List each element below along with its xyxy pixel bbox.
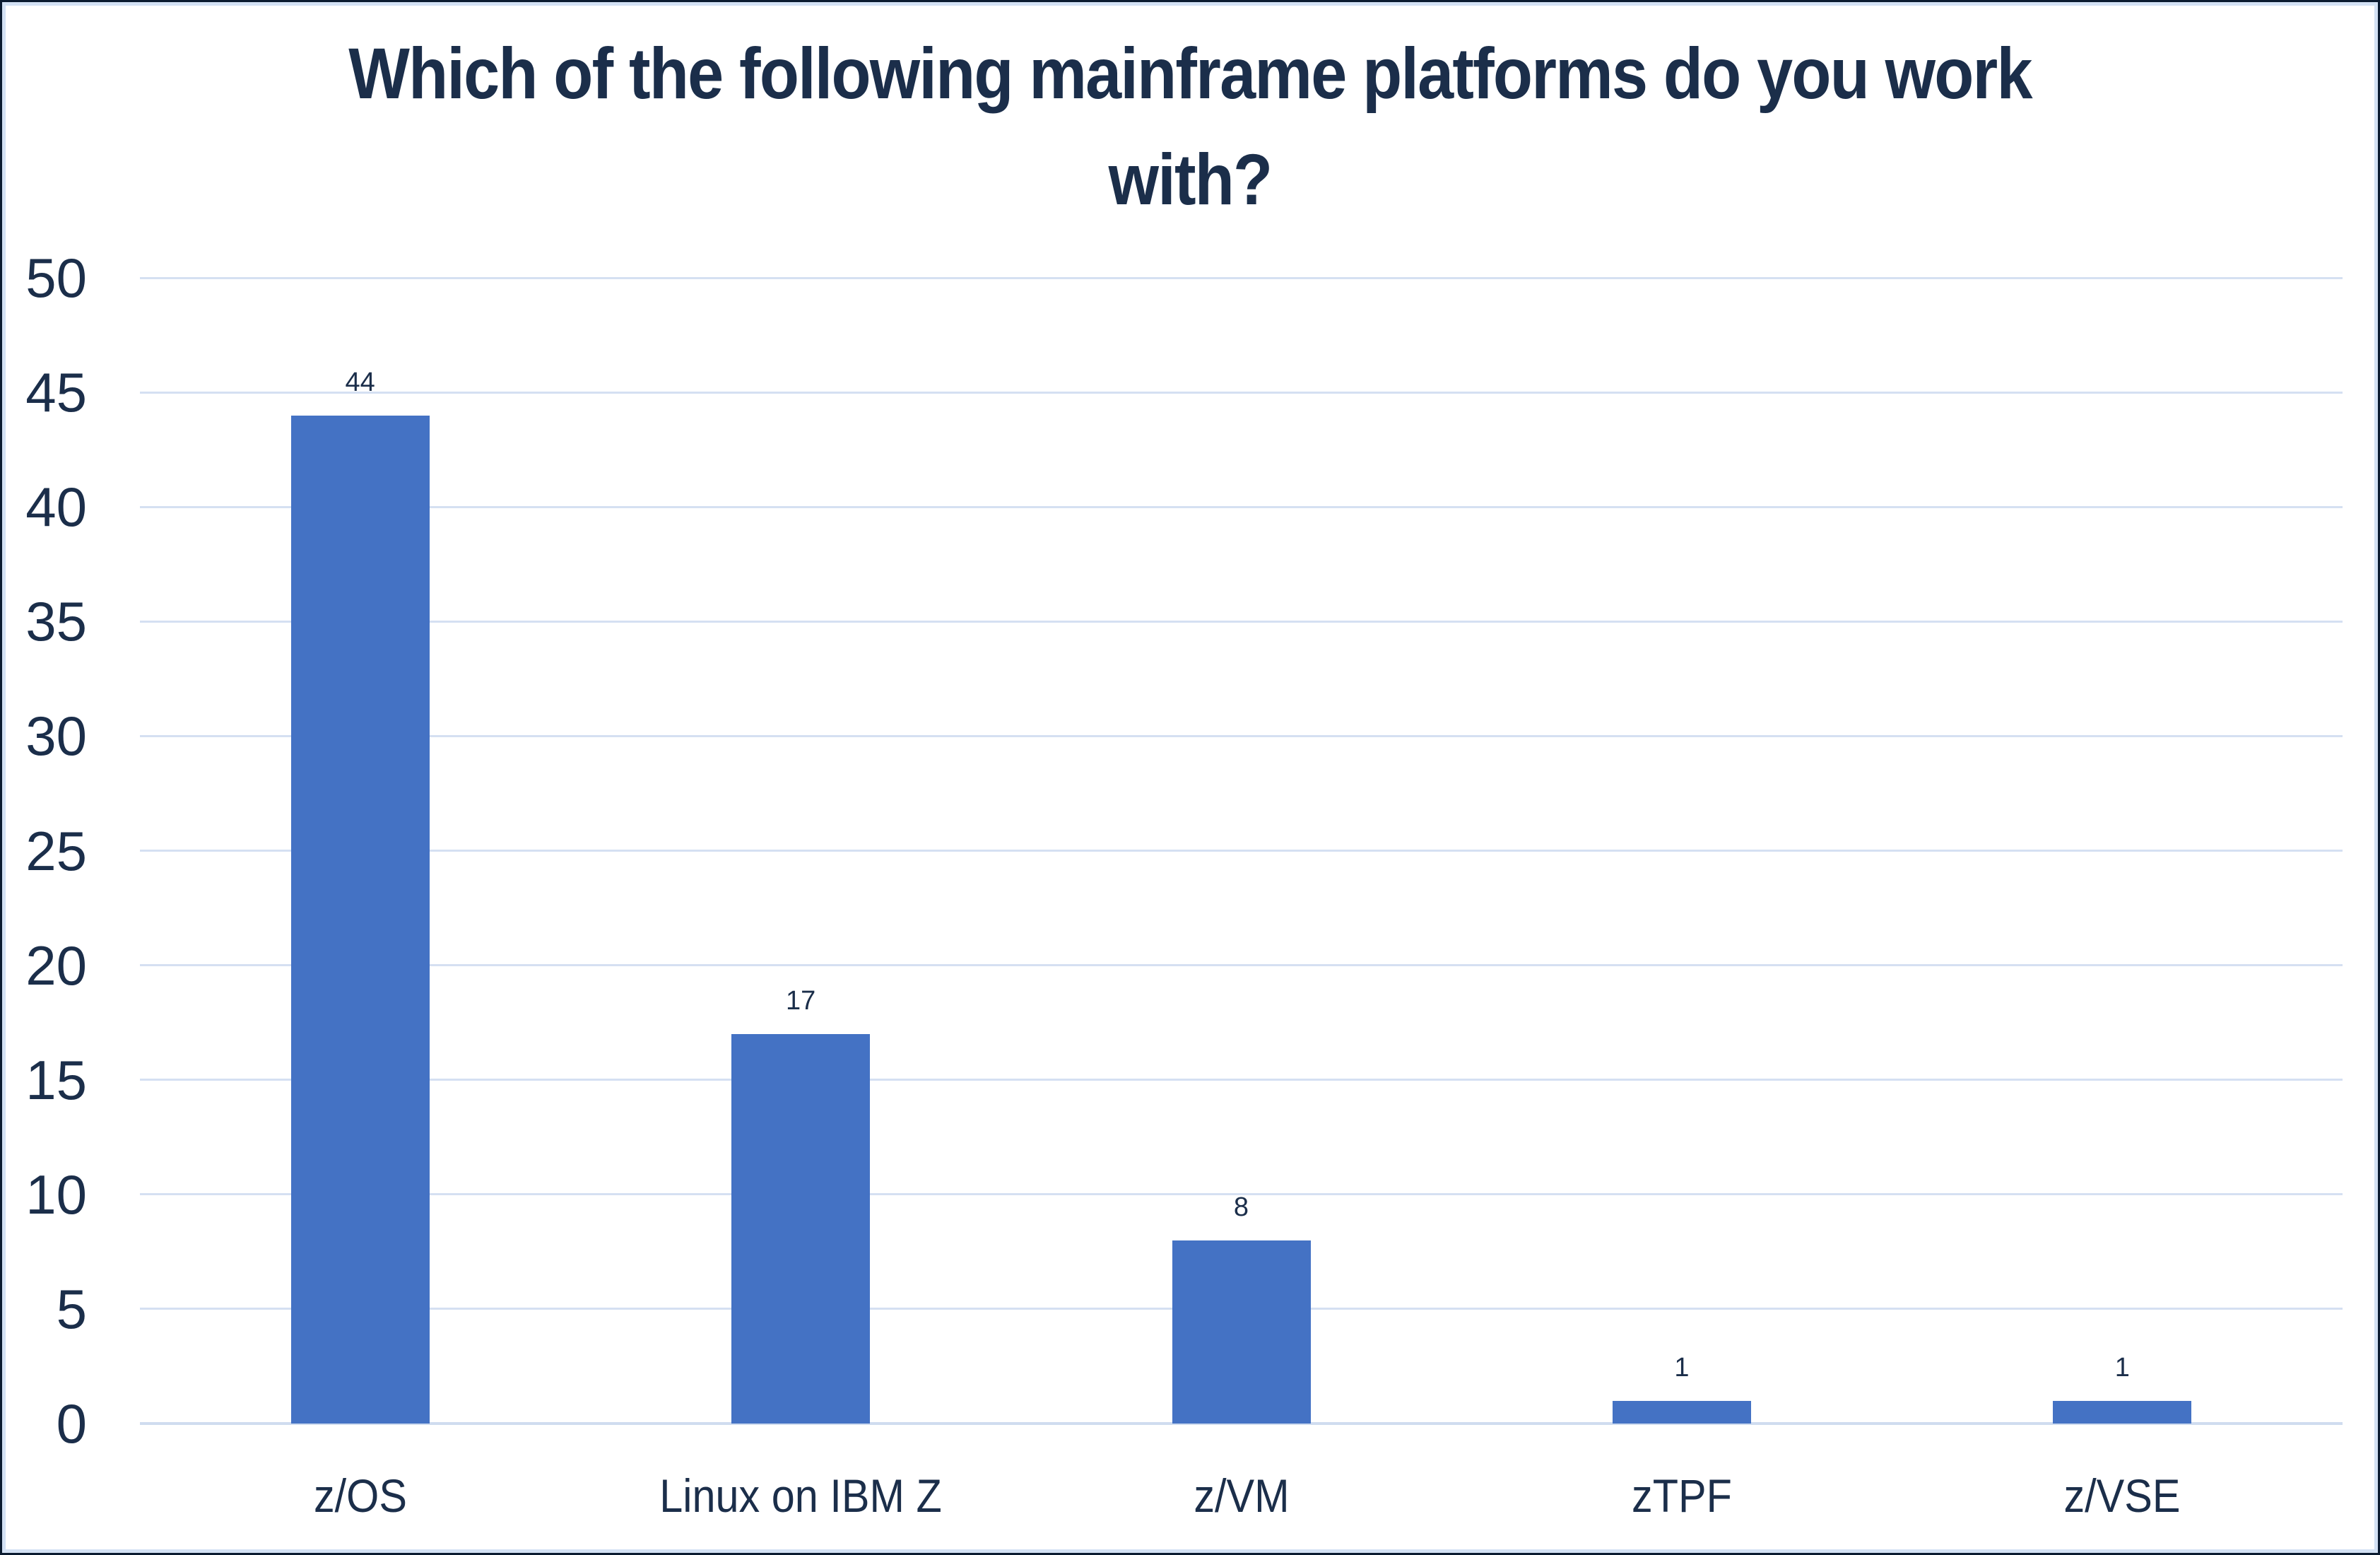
bar-value-label: 1 (1674, 1352, 1690, 1383)
gridline (140, 964, 2343, 967)
bar (290, 415, 430, 1424)
y-axis-tick-label: 0 (56, 1392, 87, 1455)
gridline (140, 1193, 2343, 1196)
y-axis-tick-label: 5 (56, 1277, 87, 1340)
bar (731, 1033, 871, 1424)
gridline (140, 505, 2343, 508)
gridline (140, 620, 2343, 623)
x-axis-category-label: z/VSE (2063, 1469, 2181, 1522)
y-axis-tick-label: 50 (25, 247, 87, 309)
y-axis-tick-label: 20 (25, 934, 87, 997)
y-axis-tick-label: 30 (25, 705, 87, 768)
y-axis-tick-label: 40 (25, 476, 87, 539)
bar-value-label: 8 (1233, 1192, 1249, 1222)
chart-title: Which of the following mainframe platfor… (121, 20, 2259, 233)
x-axis-category-label: z/OS (313, 1469, 407, 1522)
bar-value-label: 44 (345, 367, 375, 397)
bar-value-label: 17 (785, 985, 816, 1016)
x-axis-category-label: Linux on IBM Z (659, 1469, 942, 1522)
bar (1172, 1240, 1311, 1424)
bar (1612, 1400, 1751, 1424)
y-axis-tick-label: 45 (25, 361, 87, 424)
x-axis-category-label: z/VM (1193, 1469, 1290, 1522)
gridline (140, 276, 2343, 279)
y-axis-tick-label: 15 (25, 1048, 87, 1111)
gridline (140, 1079, 2343, 1081)
x-axis-category-label: zTPF (1631, 1469, 1732, 1522)
gridline (140, 391, 2343, 394)
bar-value-label: 1 (2114, 1352, 2130, 1383)
y-axis-tick-label: 35 (25, 590, 87, 653)
gridline (140, 734, 2343, 737)
gridline (140, 850, 2343, 852)
y-axis-tick-label: 25 (25, 819, 87, 882)
chart-title-line-2: with? (1108, 139, 1273, 220)
y-axis-tick-label: 10 (25, 1163, 87, 1226)
gridline (140, 1422, 2343, 1425)
chart-title-line-1: Which of the following mainframe platfor… (348, 33, 2032, 114)
bar (2053, 1400, 2192, 1424)
